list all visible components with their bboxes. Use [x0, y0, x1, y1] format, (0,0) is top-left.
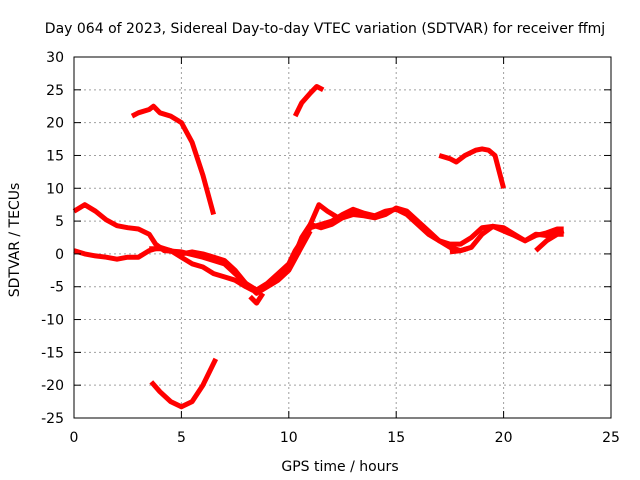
y-tick-label: 30: [46, 50, 64, 66]
series-track-7: [534, 231, 564, 253]
x-tick-label: 15: [387, 430, 405, 446]
y-tick-label: -15: [41, 345, 64, 361]
series-track-5: [308, 202, 361, 226]
axis-ticks: 0 5 10 15 20 25 -25 -20 -15 -10 -5 0 5 10 15 20 25 30: [41, 50, 620, 446]
plot-frame: [73, 56, 612, 419]
series-track-9: [292, 84, 325, 118]
y-axis-label: SDTVAR / TECUs: [7, 183, 23, 298]
y-tick-label: 5: [55, 214, 64, 230]
chart-title: Day 064 of 2023, Sidereal Day-to-day VTE…: [45, 21, 605, 37]
y-tick-label: 25: [46, 83, 64, 99]
y-tick-label: 20: [46, 116, 64, 132]
y-tick-label: 10: [46, 181, 64, 197]
y-tick-label: 0: [55, 247, 64, 263]
y-tick-label: -10: [41, 313, 64, 329]
x-tick-label: 10: [280, 430, 298, 446]
x-tick-label: 20: [495, 430, 513, 446]
x-axis-label: GPS time / hours: [281, 459, 398, 475]
grid: [74, 57, 611, 418]
series-track-8: [130, 103, 217, 216]
y-tick-label: -25: [41, 411, 64, 427]
series-track-3: [149, 229, 313, 296]
series-track-1: [72, 202, 564, 293]
y-tick-label: 15: [46, 148, 64, 164]
series-track-4: [248, 291, 266, 306]
y-tick-label: -20: [41, 378, 64, 394]
y-tick-label: -5: [50, 280, 64, 296]
series-track-10: [438, 146, 507, 189]
series-track-6: [449, 246, 468, 255]
x-tick-label: 0: [70, 430, 79, 446]
series-track-11: [149, 357, 219, 410]
series-group: [72, 84, 565, 410]
x-tick-label: 25: [602, 430, 620, 446]
x-tick-label: 5: [177, 430, 186, 446]
